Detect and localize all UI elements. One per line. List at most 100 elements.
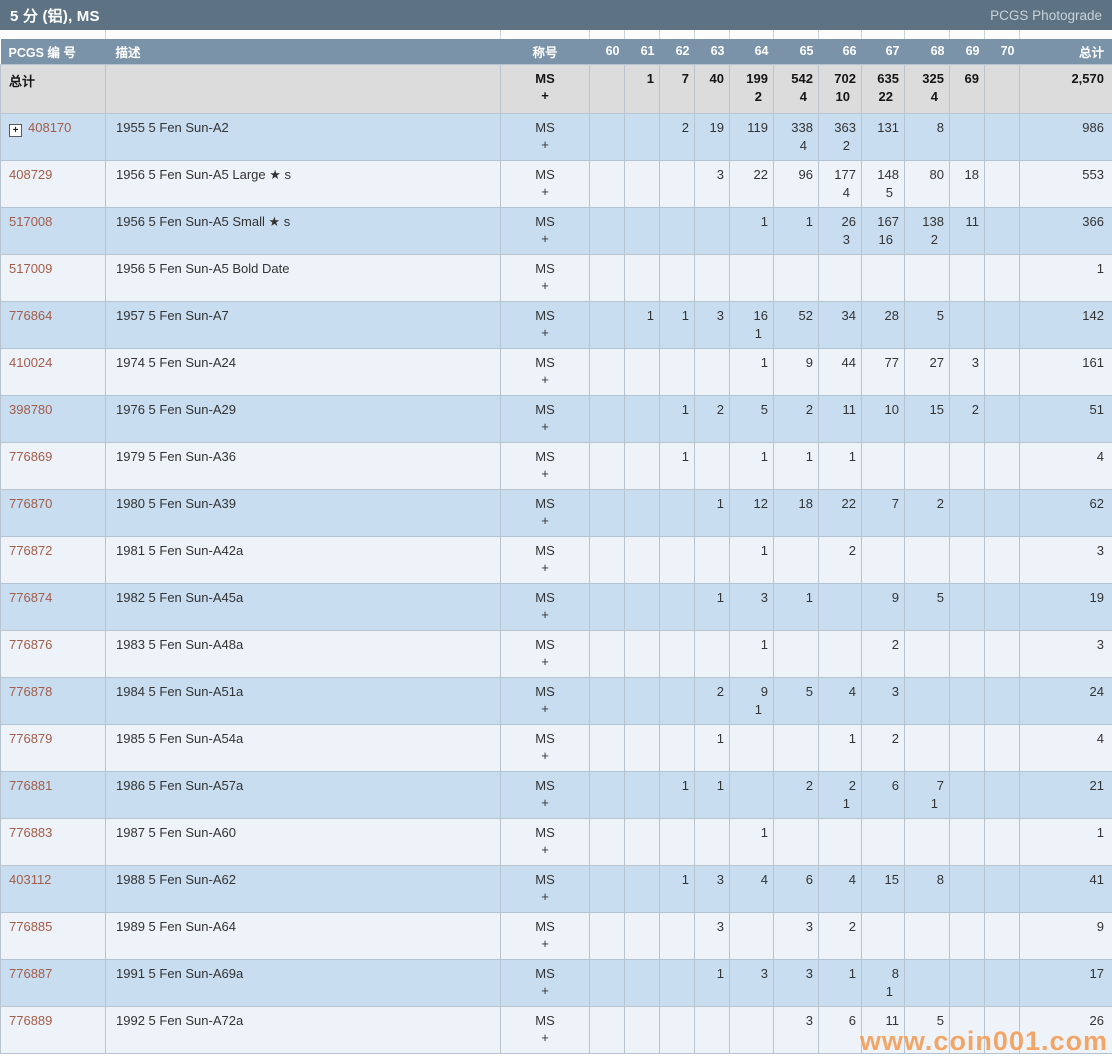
pcgs-cell: 776883	[0, 817, 106, 866]
grade-cell	[904, 629, 950, 678]
grade-count: 2	[848, 777, 856, 793]
grade-cell: 34	[818, 300, 862, 349]
grade-cell	[624, 864, 660, 913]
grade-cell: 1	[694, 723, 730, 772]
grade-count: 3	[716, 871, 724, 887]
grade-cell: 3	[773, 1005, 819, 1054]
expand-icon[interactable]: +	[9, 124, 22, 137]
designation-ms: MS	[535, 824, 555, 840]
grade-plus-count: 3	[842, 231, 850, 247]
grade-cell: 3	[694, 300, 730, 349]
photograde-link[interactable]: PCGS Photograde	[990, 7, 1102, 23]
grade-cell: 138 2	[904, 206, 950, 255]
row-total: 4	[1019, 723, 1112, 772]
description: 1979 5 Fen Sun-A36	[105, 441, 501, 490]
grade-count: 325	[922, 70, 944, 86]
grade-count: 1	[716, 777, 724, 793]
grade-count: 7	[891, 495, 899, 511]
spacer-cell	[729, 30, 774, 39]
header-spacer	[0, 30, 1112, 39]
grade-cell: 7	[861, 488, 905, 537]
pcgs-number[interactable]: 517009	[9, 260, 53, 276]
grade-cell	[624, 770, 660, 819]
spacer-cell	[624, 30, 660, 39]
grade-cell: 1	[729, 441, 774, 490]
pcgs-number[interactable]: 398780	[9, 401, 53, 417]
pcgs-number[interactable]: 408729	[9, 166, 53, 182]
pcgs-number[interactable]: 776878	[9, 683, 53, 699]
description: 1974 5 Fen Sun-A24	[105, 347, 501, 396]
grade-cell	[624, 629, 660, 678]
designation-cell: MS +	[500, 441, 590, 490]
pcgs-number[interactable]: 776887	[9, 965, 53, 981]
pcgs-number[interactable]: 776879	[9, 730, 53, 746]
row-total: 62	[1019, 488, 1112, 537]
grade-count: 18	[798, 495, 813, 511]
description: 1956 5 Fen Sun-A5 Large ★ s	[105, 159, 501, 208]
column-header-grade-70: 70	[984, 39, 1020, 64]
pcgs-number[interactable]: 776864	[9, 307, 53, 323]
grade-cell	[589, 441, 625, 490]
pcgs-number[interactable]: 403112	[9, 871, 52, 887]
pcgs-number[interactable]: 776869	[9, 448, 53, 464]
spacer-cell	[500, 30, 590, 39]
grade-cell	[589, 911, 625, 960]
row-total: 41	[1019, 864, 1112, 913]
grade-count: 2	[716, 401, 724, 417]
grade-cell	[984, 723, 1020, 772]
pcgs-cell: 776876	[0, 629, 106, 678]
pcgs-number[interactable]: 410024	[9, 354, 53, 370]
grade-plus-count: 1	[754, 701, 762, 717]
pcgs-cell: 776881	[0, 770, 106, 819]
grade-cell	[694, 1005, 730, 1054]
table-row: 776870 1980 5 Fen Sun-A39 MS +1 12 18 22 7 2 62	[0, 488, 1112, 537]
grade-count: 77	[884, 354, 899, 370]
grade-cell	[589, 958, 625, 1007]
row-total: 17	[1019, 958, 1112, 1007]
grade-count: 1	[760, 448, 768, 464]
grade-plus-count: 2	[754, 88, 762, 104]
column-header-grade-69: 69	[949, 39, 985, 64]
pcgs-number[interactable]: 408170	[28, 119, 72, 135]
grade-plus-count: 1	[754, 325, 762, 341]
designation-cell: MS +	[500, 723, 590, 772]
row-total: 366	[1019, 206, 1112, 255]
grade-cell: 18	[949, 159, 985, 208]
grade-cell: 1	[694, 488, 730, 537]
pcgs-number[interactable]: 776876	[9, 636, 53, 652]
grade-cell: 5	[729, 394, 774, 443]
grade-count: 69	[964, 70, 979, 86]
designation-plus: +	[541, 653, 549, 669]
grade-cell: 2	[949, 394, 985, 443]
pcgs-cell: 776885	[0, 911, 106, 960]
grade-cell: 1	[694, 958, 730, 1007]
grade-count: 8	[936, 871, 944, 887]
grade-count: 3	[760, 589, 768, 605]
pcgs-number[interactable]: 776874	[9, 589, 53, 605]
grade-cell	[984, 629, 1020, 678]
grade-count: 2	[891, 636, 899, 652]
grade-cell: 8	[904, 864, 950, 913]
column-header-grade-65: 65	[773, 39, 819, 64]
row-total: 1	[1019, 817, 1112, 866]
designation-plus: +	[541, 371, 549, 387]
pcgs-number[interactable]: 517008	[9, 213, 53, 229]
designation-plus: +	[541, 888, 549, 904]
designation-cell: MS +	[500, 958, 590, 1007]
pcgs-number[interactable]: 776870	[9, 495, 53, 511]
grade-cell: 2	[904, 488, 950, 537]
grade-cell	[694, 441, 730, 490]
pcgs-number[interactable]: 776883	[9, 824, 53, 840]
grade-cell	[659, 253, 695, 302]
row-total: 19	[1019, 582, 1112, 631]
pcgs-number[interactable]: 776889	[9, 1012, 53, 1028]
grade-count: 27	[929, 354, 944, 370]
designation-cell: MS +	[500, 206, 590, 255]
grade-cell	[984, 582, 1020, 631]
pcgs-number[interactable]: 776881	[9, 777, 53, 793]
pcgs-number[interactable]: 776885	[9, 918, 53, 934]
grade-cell	[589, 488, 625, 537]
grade-count: 1	[716, 589, 724, 605]
grade-cell	[589, 676, 625, 725]
pcgs-number[interactable]: 776872	[9, 542, 53, 558]
